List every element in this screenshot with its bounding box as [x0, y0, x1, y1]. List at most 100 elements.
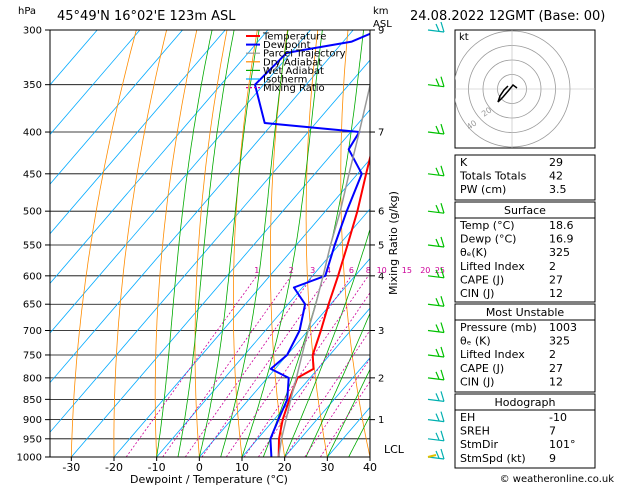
- wind-barb-flag: [440, 123, 445, 135]
- copyright-footer: © weatheronline.co.uk: [500, 474, 615, 485]
- location-title: 45°49'N 16°02'E 123m ASL: [57, 9, 236, 24]
- pressure-tick-label: 900: [23, 415, 42, 426]
- surface-wind-marker: [427, 454, 437, 458]
- indices-box: [454, 154, 596, 201]
- mixing-ratio-line: [320, 380, 370, 457]
- isotherm: [113, 158, 370, 457]
- temperature-tick-label: 40: [363, 461, 377, 474]
- wind-barb-flag: [440, 165, 445, 176]
- surface-box: [454, 201, 596, 303]
- isotherm: [50, 30, 354, 384]
- mixing-ratio-label: 10: [377, 266, 387, 275]
- wet-adiabat: [177, 30, 235, 457]
- km-tick-label: 6: [378, 207, 384, 218]
- wind-barb-staff: [427, 244, 445, 248]
- wind-barb-flag: [435, 371, 440, 380]
- wind-barb-flag: [440, 21, 445, 33]
- km-unit-label: km: [373, 6, 389, 17]
- temperature-tick-label: 0: [196, 461, 203, 474]
- table-row-label: θₑ(K): [460, 246, 487, 259]
- table-row-value: 325: [549, 246, 570, 259]
- legend-entry: Wet Adiabat: [263, 66, 324, 77]
- isotherm: [71, 109, 370, 457]
- table-row-label: CIN (J): [460, 287, 494, 300]
- wind-barb-flag: [435, 450, 440, 459]
- dry-adiabat: [70, 30, 137, 457]
- wind-barb-flag: [435, 297, 440, 306]
- table-row-label: Lifted Index: [460, 260, 525, 273]
- km-tick-label: 1: [378, 415, 384, 426]
- datetime-title: 24.08.2022 12GMT (Base: 00): [410, 9, 605, 24]
- table-row-label: PW (cm): [460, 183, 506, 196]
- wind-barb-flag: [435, 432, 440, 441]
- hodograph-trace: [497, 83, 518, 103]
- dry-adiabat: [407, 18, 456, 457]
- mixing-ratio-line: [225, 275, 352, 457]
- table-row-value: 325: [549, 335, 570, 348]
- pressure-tick-label: 450: [23, 169, 42, 180]
- table-row-value: 27: [549, 273, 563, 286]
- wind-barb-flag: [435, 23, 440, 32]
- temperature-tick-label: -10: [148, 461, 166, 474]
- isotherm: [50, 30, 183, 185]
- mixing-ratio-label: 3: [310, 266, 315, 275]
- mixing-ratio-label: 25: [435, 266, 445, 275]
- table-row-value: 18.6: [549, 219, 574, 232]
- wind-barb-staff: [427, 329, 445, 334]
- mixing-ratio-labels: 1 2 3 4 6 8 10 15 20 25: [254, 266, 445, 275]
- mixing-ratio-label: 1: [254, 266, 259, 275]
- wind-barb-flag: [435, 204, 440, 213]
- mixing-ratio-label: 2: [289, 266, 294, 275]
- pressure-tick-label: 650: [23, 300, 42, 311]
- isotherm: [50, 30, 98, 86]
- asl-unit-label: ASL: [373, 19, 392, 30]
- series-dewpoint: [254, 32, 370, 457]
- km-tick-label: 3: [378, 326, 384, 337]
- wind-barb-staff: [427, 210, 445, 214]
- table-row-label: EH: [460, 411, 475, 424]
- wet-adiabat: [284, 228, 370, 457]
- legend-entry: Temperature: [262, 32, 326, 43]
- table-row-value: 16.9: [549, 233, 574, 246]
- series-temperature: [277, 153, 370, 457]
- wind-barb-flag: [435, 238, 440, 247]
- plot-frame: [49, 29, 371, 458]
- km-tick-label: 2: [378, 373, 384, 384]
- mixing-ratio-axis-label: Mixing Ratio (g/kg): [387, 191, 400, 295]
- table-row-value: 2: [549, 260, 556, 273]
- mixing-ratio-line: [258, 292, 370, 457]
- km-tick-label: 9: [378, 26, 384, 37]
- table-row-label: θₑ (K): [460, 335, 491, 348]
- table-row-value: 101°: [549, 438, 576, 451]
- pressure-tick-label: 400: [23, 128, 42, 139]
- wind-barb-flag: [435, 324, 440, 332]
- lcl-label: LCL: [384, 443, 405, 456]
- table-row-label: CIN (J): [460, 375, 494, 388]
- table-row-label: K: [460, 156, 468, 169]
- wind-barb-flag: [440, 346, 445, 358]
- wind-barb-flag: [435, 167, 440, 176]
- wet-adiabat: [305, 312, 370, 457]
- dry-adiabat: [194, 30, 228, 457]
- dry-adiabat: [619, 18, 629, 457]
- dry-adiabat: [113, 30, 168, 457]
- table-row-value: 29: [549, 156, 563, 169]
- temperature-tick-label: -30: [62, 461, 80, 474]
- temperature-tick-label: 20: [278, 461, 292, 474]
- dry-adiabat: [154, 30, 198, 457]
- mixing-ratio-label: 8: [366, 266, 371, 275]
- mixing-ratio-line: [284, 329, 370, 457]
- series-parcel-trajectory: [277, 82, 370, 457]
- wind-barb-flag: [440, 391, 445, 402]
- isotherm: [50, 59, 370, 433]
- wind-barb-staff: [427, 438, 445, 442]
- table-row-label: CAPE (J): [460, 273, 504, 286]
- wind-barb-flag: [440, 236, 445, 248]
- wind-barb-flag: [435, 413, 440, 421]
- table-row-label: CAPE (J): [460, 362, 504, 375]
- pressure-tick-label: 750: [23, 350, 42, 361]
- pressure-tick-label: 700: [23, 326, 42, 337]
- table-row-label: Pressure (mb): [460, 321, 537, 334]
- legend-entry: Mixing Ratio: [263, 83, 325, 94]
